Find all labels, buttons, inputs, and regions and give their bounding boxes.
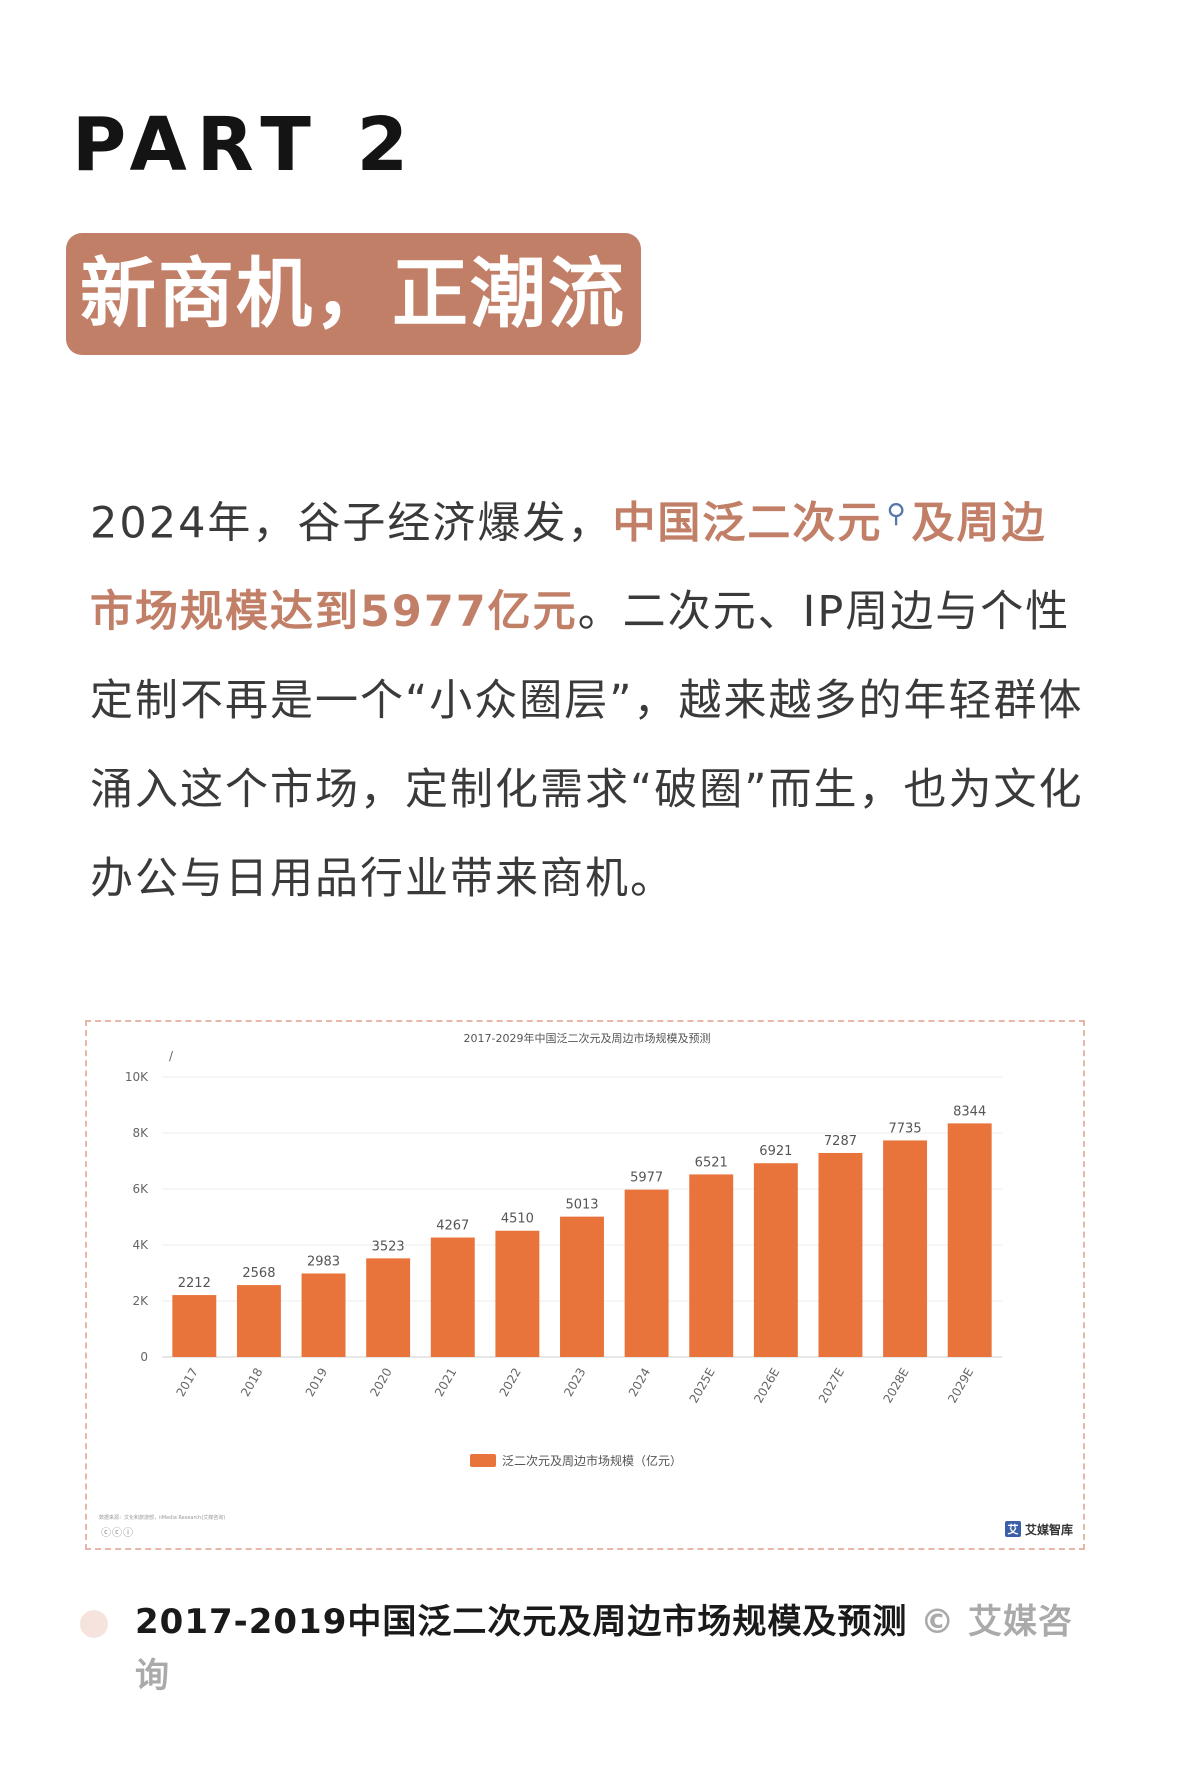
x-tick-label: 2024 bbox=[626, 1366, 653, 1399]
data-label: 7735 bbox=[889, 1121, 922, 1136]
bar-chart: 2017-2029年中国泛二次元及周边市场规模及预测 / 0 2K 4K 6K 8K 10… bbox=[125, 1031, 1002, 1468]
data-label: 2568 bbox=[242, 1266, 275, 1281]
bars bbox=[172, 1123, 992, 1357]
brand-name: 艾媒智库 bbox=[1024, 1522, 1073, 1537]
x-tick-label: 2025E bbox=[687, 1366, 718, 1406]
data-label: 3523 bbox=[372, 1239, 405, 1254]
y-tick-label: 8K bbox=[132, 1126, 149, 1140]
x-tick-label: 2028E bbox=[880, 1366, 911, 1406]
cc-license-icons: ⓒⓒⓘ bbox=[101, 1528, 134, 1539]
x-tick-label: 2027E bbox=[816, 1366, 847, 1406]
y-tick-label: 10K bbox=[125, 1070, 149, 1084]
x-tick-label: 2020 bbox=[367, 1366, 394, 1399]
intro-paragraph: 2024年，谷子经济爆发，中国泛二次元 ⚲及周边市场规模达到5977亿元。二次元、… bbox=[90, 470, 1085, 924]
legend: 泛二次元及周边市场规模（亿元） bbox=[470, 1453, 682, 1468]
y-tick-label: 2K bbox=[132, 1294, 149, 1308]
data-label: 5013 bbox=[565, 1198, 598, 1213]
intro-text-2: 。二次元、IP周边与个性定制不再是一个“小众圈层”，越来越多的年轻群体涌入这个市… bbox=[90, 587, 1084, 905]
bar bbox=[818, 1152, 863, 1357]
data-label: 2212 bbox=[178, 1276, 211, 1291]
caption-title: 2017-2019中国泛二次元及周边市场规模及预测 bbox=[135, 1602, 908, 1642]
bar bbox=[430, 1237, 475, 1357]
bar bbox=[624, 1189, 669, 1357]
legend-label: 泛二次元及周边市场规模（亿元） bbox=[502, 1453, 682, 1468]
x-tick-label: 2029E bbox=[945, 1366, 976, 1406]
data-label: 2983 bbox=[307, 1254, 340, 1269]
x-tick-label: 2022 bbox=[497, 1366, 524, 1399]
data-label: 6921 bbox=[759, 1144, 792, 1159]
data-label: 4510 bbox=[501, 1212, 534, 1227]
x-tick-label: 2021 bbox=[432, 1366, 459, 1399]
x-tick-label: 2018 bbox=[238, 1366, 265, 1399]
figure-caption: 2017-2019中国泛二次元及周边市场规模及预测 © 艾媒咨询 bbox=[135, 1595, 1085, 1703]
x-tick-label: 2017 bbox=[174, 1366, 201, 1399]
part-title: PART 2 bbox=[72, 102, 419, 188]
data-label: 6521 bbox=[695, 1155, 728, 1170]
intro-highlight-keyword[interactable]: 中国泛二次元 bbox=[612, 498, 883, 549]
bar bbox=[753, 1163, 798, 1357]
brand-watermark: 艾 艾媒智库 bbox=[1004, 1518, 1073, 1540]
bar bbox=[947, 1123, 992, 1357]
chart-source: 数据来源：文化和旅游部，iiMedia Research(艾媒咨询) bbox=[99, 1515, 226, 1521]
bar bbox=[883, 1140, 928, 1357]
y-tick-label: 0 bbox=[140, 1350, 148, 1364]
data-label: 5977 bbox=[630, 1171, 663, 1186]
x-tick-label: 2019 bbox=[303, 1366, 330, 1399]
legend-swatch bbox=[470, 1454, 496, 1467]
bar bbox=[301, 1273, 346, 1357]
y-tick-label: 6K bbox=[132, 1182, 149, 1196]
y-tick-label: 4K bbox=[132, 1238, 149, 1252]
section-banner: 新商机，正潮流 bbox=[66, 233, 641, 355]
intro-text-1: 2024年，谷子经济爆发， bbox=[90, 498, 613, 549]
data-label: 4267 bbox=[436, 1219, 469, 1234]
bar bbox=[560, 1216, 604, 1357]
caption-bullet-icon bbox=[80, 1610, 108, 1638]
brand-logo-icon: 艾 bbox=[1004, 1521, 1021, 1537]
x-tick-label: 2023 bbox=[561, 1366, 588, 1399]
data-label: 7287 bbox=[824, 1134, 857, 1149]
y-axis-ticks: 0 2K 4K 6K 8K 10K bbox=[125, 1070, 149, 1364]
bar bbox=[366, 1258, 411, 1357]
chart-image-frame: 2017-2029年中国泛二次元及周边市场规模及预测 / 0 2K 4K 6K 8K 10… bbox=[85, 1020, 1085, 1550]
data-labels: 2212 2568 2983 3523 4267 4510 5013 5977 6521 6921… bbox=[178, 1104, 986, 1291]
intro-highlight-market-size: 及周边市场规模达到5977亿元 bbox=[90, 498, 1047, 638]
search-icon[interactable]: ⚲ bbox=[886, 499, 908, 529]
bar bbox=[236, 1285, 281, 1357]
chart-title: 2017-2029年中国泛二次元及周边市场规模及预测 bbox=[464, 1031, 711, 1045]
bar bbox=[689, 1174, 734, 1357]
bar bbox=[172, 1295, 217, 1357]
bar bbox=[495, 1230, 540, 1357]
caption-source: © 艾媒咨询 bbox=[135, 1602, 1074, 1696]
y-axis-label: / bbox=[169, 1049, 174, 1063]
data-label: 8344 bbox=[953, 1104, 986, 1119]
x-tick-label: 2026E bbox=[751, 1366, 782, 1406]
x-axis-ticks: 2017 2018 2019 2020 2021 2022 2023 2024 2025E 202… bbox=[174, 1366, 977, 1406]
